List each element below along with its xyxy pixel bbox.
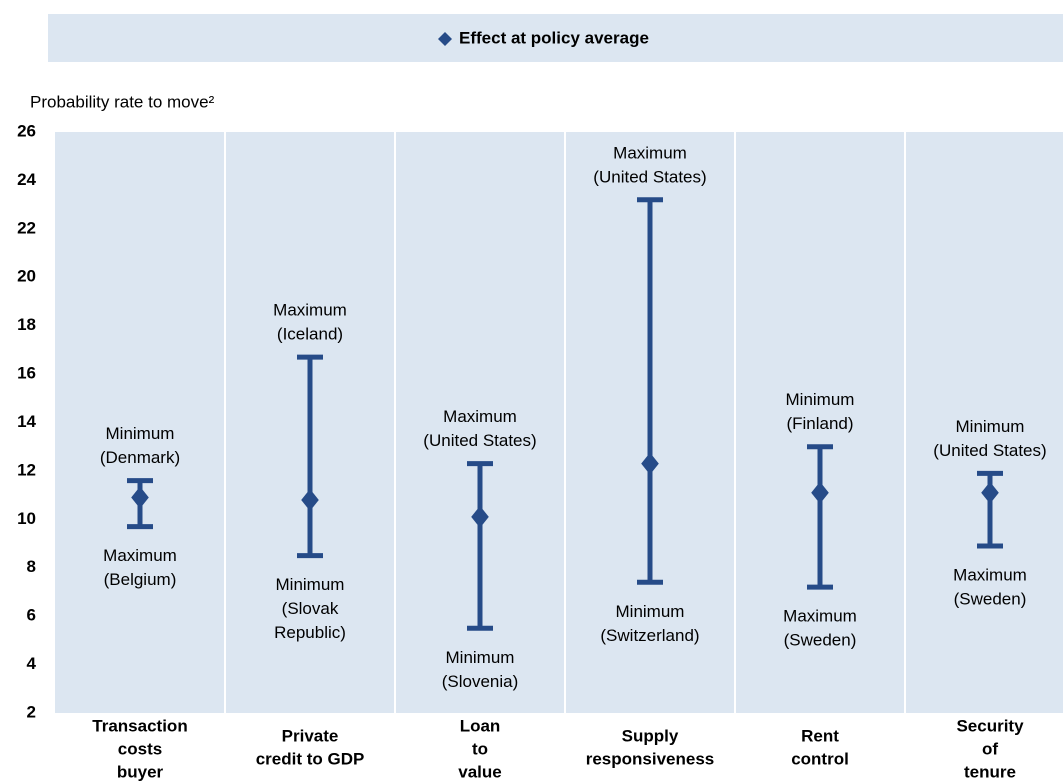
x-tick-label: to: [472, 739, 488, 758]
x-tick-label: value: [458, 762, 501, 781]
legend-box: [48, 14, 1063, 62]
x-tick-label: Rent: [801, 726, 839, 745]
y-tick-label: 26: [17, 121, 36, 140]
x-tick-label: of: [982, 739, 998, 758]
annotation: Minimum: [616, 602, 685, 621]
annotation: Maximum: [103, 546, 177, 565]
annotation: (United States): [933, 441, 1046, 460]
y-tick-label: 4: [27, 654, 37, 673]
annotation: (Iceland): [277, 325, 343, 344]
annotation: Minimum: [106, 424, 175, 443]
x-tick-label: buyer: [117, 762, 164, 781]
annotation: Minimum: [786, 390, 855, 409]
x-tick-label: responsiveness: [586, 749, 715, 768]
plot-area: [55, 132, 1063, 713]
average-marker: [641, 452, 659, 475]
average-marker: [301, 488, 319, 511]
y-tick-label: 16: [17, 364, 36, 383]
annotation: Maximum: [783, 607, 857, 626]
y-tick-label: 22: [17, 218, 36, 237]
y-tick-label: 24: [17, 170, 36, 189]
annotation: (United States): [423, 431, 536, 450]
y-tick-label: 10: [17, 509, 36, 528]
annotation: Minimum: [956, 417, 1025, 436]
x-tick-label: Loan: [460, 716, 501, 735]
annotation: Republic): [274, 623, 346, 642]
average-marker: [811, 481, 829, 504]
annotation: (United States): [593, 167, 706, 186]
legend-marker: [438, 32, 452, 46]
average-marker: [131, 486, 149, 509]
y-tick-label: 20: [17, 267, 36, 286]
x-tick-label: credit to GDP: [256, 749, 365, 768]
y-tick-label: 18: [17, 315, 36, 334]
y-tick-label: 8: [27, 557, 36, 576]
x-tick-label: costs: [118, 739, 162, 758]
annotation: (Belgium): [104, 570, 177, 589]
x-tick-label: tenure: [964, 762, 1016, 781]
annotation: Maximum: [613, 143, 687, 162]
annotation: (Finland): [786, 414, 853, 433]
x-tick-label: control: [791, 749, 849, 768]
y-tick-label: 2: [27, 702, 36, 721]
y-tick-label: 12: [17, 460, 36, 479]
y-tick-label: 6: [27, 606, 36, 625]
x-tick-label: Transaction: [92, 716, 187, 735]
annotation: (Denmark): [100, 448, 180, 467]
x-tick-label: Security: [956, 716, 1024, 735]
average-marker: [981, 481, 999, 504]
average-marker: [471, 505, 489, 528]
annotation: Maximum: [273, 301, 347, 320]
x-tick-label: Private: [282, 726, 339, 745]
annotation: (Sweden): [954, 589, 1027, 608]
annotation: (Switzerland): [600, 626, 699, 645]
annotation: Minimum: [276, 575, 345, 594]
annotation: (Slovak: [282, 599, 339, 618]
legend-label: Effect at policy average: [459, 28, 649, 47]
annotation: Maximum: [953, 565, 1027, 584]
y-axis-label: Probability rate to move²: [30, 92, 215, 111]
annotation: (Sweden): [784, 631, 857, 650]
y-tick-label: 14: [17, 412, 36, 431]
x-tick-label: Supply: [622, 726, 679, 745]
annotation: Minimum: [446, 648, 515, 667]
annotation: Maximum: [443, 407, 517, 426]
annotation: (Slovenia): [442, 672, 519, 691]
